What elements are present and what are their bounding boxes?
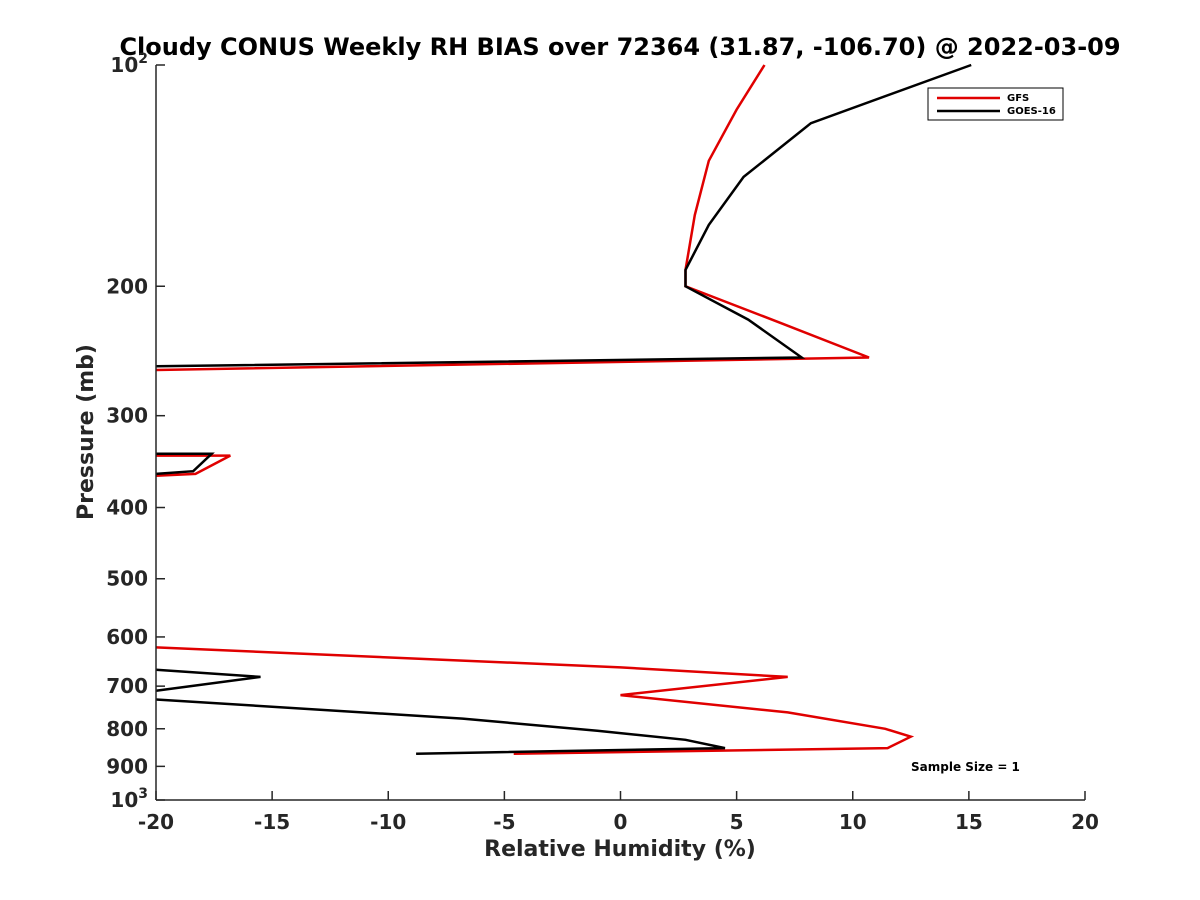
chart-title: Cloudy CONUS Weekly RH BIAS over 72364 (… bbox=[119, 33, 1120, 61]
x-tick-label: 15 bbox=[955, 810, 983, 834]
legend: GFS GOES-16 bbox=[927, 87, 1064, 121]
legend-box bbox=[927, 87, 1064, 121]
series-line-goes16-segment-2 bbox=[155, 452, 215, 476]
series-line-goes16-segment-4 bbox=[155, 698, 726, 755]
y-tick-label: 500 bbox=[106, 567, 148, 591]
x-tick-label: 10 bbox=[839, 810, 867, 834]
y-axis-label: Pressure (mb) bbox=[74, 344, 99, 520]
sample-size-annotation: Sample Size = 1 bbox=[911, 760, 1020, 774]
x-tick-label: -15 bbox=[254, 810, 290, 834]
y-tick-label: 200 bbox=[106, 274, 148, 298]
y-tick-label: 102 bbox=[110, 51, 148, 77]
series-line-goes16-segment-1 bbox=[155, 63, 972, 368]
plot-lines bbox=[155, 63, 972, 755]
y-ticks: 102 200 300 400 500 600 700 800 900 103 bbox=[106, 51, 165, 812]
x-axis-label: Relative Humidity (%) bbox=[484, 837, 756, 862]
legend-label-gfs: GFS bbox=[1007, 93, 1029, 104]
y-tick-label: 900 bbox=[106, 754, 148, 778]
x-tick-label: -20 bbox=[138, 810, 174, 834]
y-tick-label: 800 bbox=[106, 717, 148, 741]
series-line-gfs-segment-1 bbox=[155, 64, 870, 372]
x-tick-label: -10 bbox=[370, 810, 406, 834]
series-line-gfs-segment-2 bbox=[155, 454, 231, 477]
x-tick-label: 5 bbox=[730, 810, 744, 834]
x-tick-label: 20 bbox=[1071, 810, 1099, 834]
x-tick-label: -5 bbox=[493, 810, 515, 834]
legend-label-goes16: GOES-16 bbox=[1007, 106, 1056, 117]
series-line-goes16-segment-3 bbox=[155, 668, 261, 692]
x-ticks: -20 -15 -10 -5 0 5 10 15 20 bbox=[138, 791, 1099, 834]
y-tick-label: 400 bbox=[106, 496, 148, 520]
series-line-gfs-segment-3 bbox=[155, 646, 915, 755]
y-tick-label: 700 bbox=[106, 674, 148, 698]
y-tick-label: 600 bbox=[106, 625, 148, 649]
y-tick-label: 103 bbox=[110, 786, 148, 812]
y-tick-label: 300 bbox=[106, 404, 148, 428]
x-tick-label: 0 bbox=[614, 810, 628, 834]
